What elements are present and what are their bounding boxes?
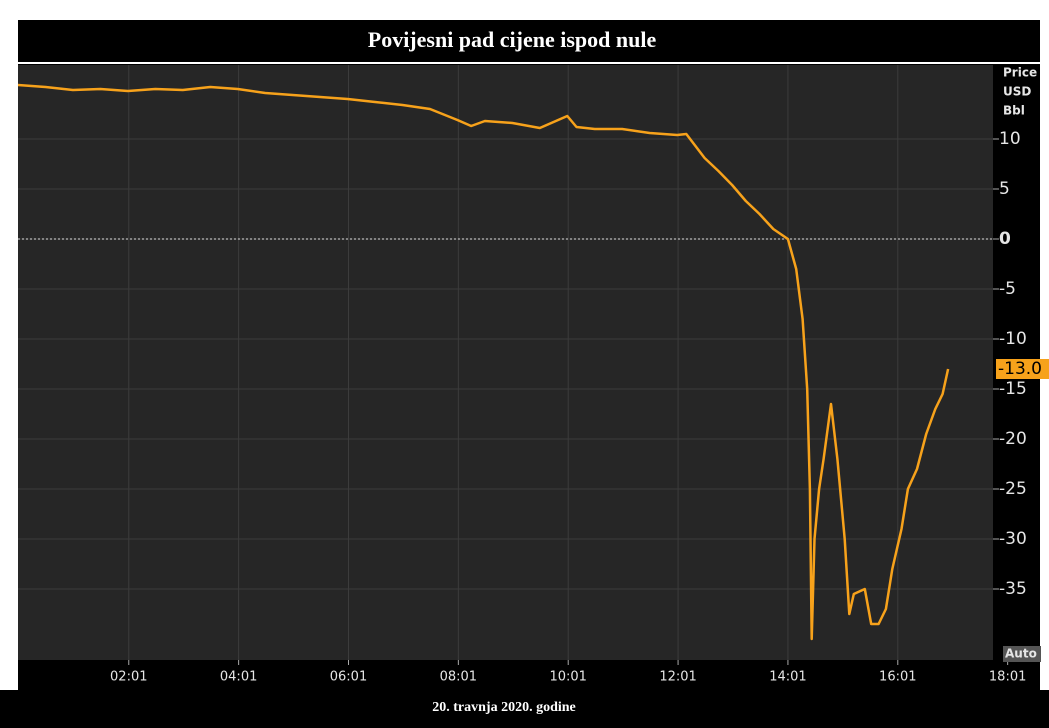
mode-label: Auto (1005, 647, 1037, 661)
y-tick-label: 10 (999, 129, 1021, 149)
y-axis-label: Price (1003, 66, 1037, 80)
x-tick-label: 10:01 (549, 670, 586, 685)
y-tick-label: 0 (999, 229, 1011, 249)
title-bar (18, 20, 1040, 62)
x-tick-label: 18:01 (989, 670, 1026, 685)
y-tick-label: 5 (999, 179, 1010, 199)
x-tick-label: 08:01 (440, 670, 477, 685)
x-tick-label: 04:01 (220, 670, 257, 685)
caption: 20. travnja 2020. godine (432, 700, 576, 715)
y-tick-label: -20 (999, 429, 1027, 449)
x-tick-label: 16:01 (879, 670, 916, 685)
last-price-box (996, 359, 1049, 379)
caption-bar (0, 690, 1049, 728)
price-line (17, 83, 950, 641)
mode-box (1003, 646, 1041, 662)
last-price-label: -13.0 (998, 359, 1042, 379)
x-tick-label: 06:01 (330, 670, 367, 685)
y-tick-label: -30 (999, 529, 1027, 549)
x-tick-label: 12:01 (659, 670, 696, 685)
y-tick-label: -25 (999, 479, 1027, 499)
y-axis-label: USD (1003, 85, 1031, 99)
y-tick-label: -5 (999, 279, 1016, 299)
y-tick-label: -15 (999, 379, 1027, 399)
x-tick-label: 14:01 (769, 670, 806, 685)
y-axis-label: Bbl (1003, 104, 1025, 118)
chart-title: Povijesni pad cijene ispod nule (368, 27, 657, 52)
x-tick-label: 02:01 (110, 670, 147, 685)
y-tick-label: -10 (999, 329, 1027, 349)
plot-area (18, 65, 993, 660)
y-tick-label: -35 (999, 579, 1027, 599)
